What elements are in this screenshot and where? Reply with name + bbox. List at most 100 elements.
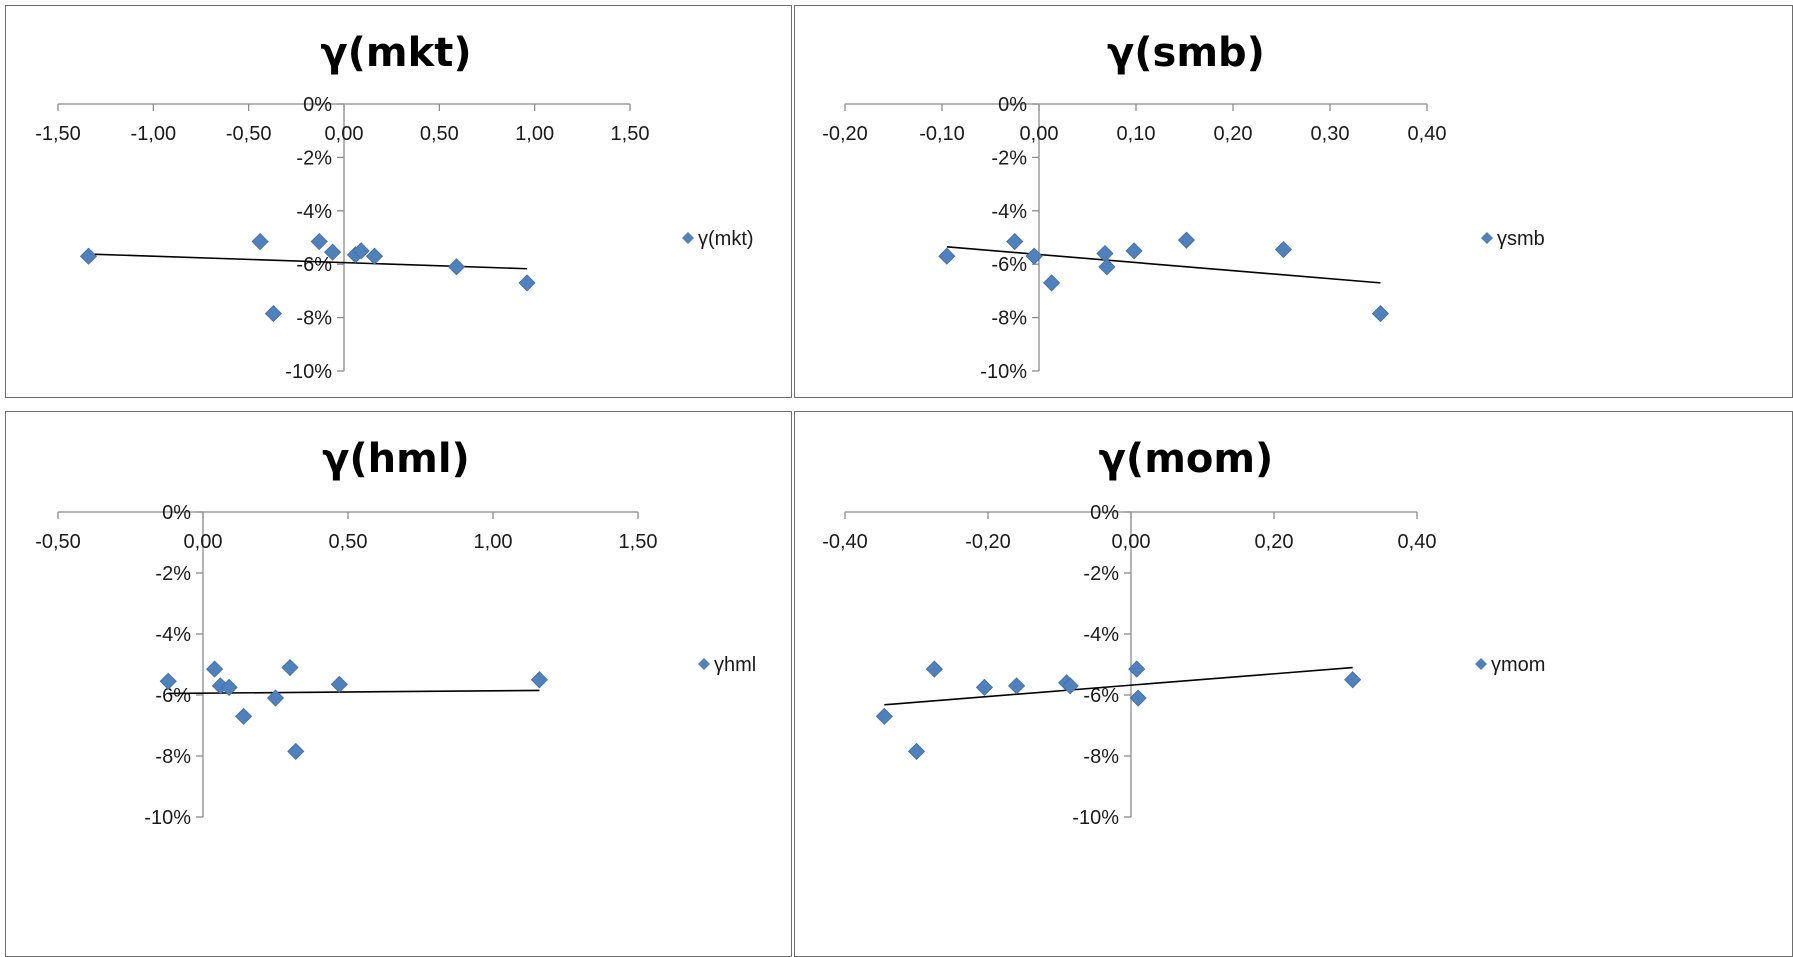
data-point xyxy=(159,672,177,690)
data-point xyxy=(1025,247,1043,265)
data-point xyxy=(447,258,466,276)
legend-marker xyxy=(1481,232,1493,244)
x-tick-label: 0,50 xyxy=(420,123,459,145)
chart-svg: γ(mom) -0,40 -0,20 0,00 0,20 0,40 0% -2% -4% -6% -… xyxy=(822,436,1545,829)
y-tick-label: -6% xyxy=(991,254,1027,276)
data-point xyxy=(220,678,238,696)
chart-title: γ(hml) xyxy=(322,436,470,482)
y-tick-label: -4% xyxy=(155,624,191,646)
data-point xyxy=(287,742,305,760)
y-tick-label: -2% xyxy=(296,147,332,169)
x-tick-label: 0,00 xyxy=(325,123,364,145)
y-tick-label: -10% xyxy=(1072,807,1119,829)
x-tick-label: 0,10 xyxy=(1117,123,1156,145)
data-point xyxy=(365,247,384,265)
chart-title: γ(mom) xyxy=(1099,436,1274,482)
data-point xyxy=(1061,677,1079,695)
x-tick-label: 1,50 xyxy=(619,531,658,553)
legend-marker xyxy=(698,658,710,670)
y-tick-label: -2% xyxy=(1083,563,1119,585)
data-point xyxy=(975,678,993,696)
y-tick-label: -4% xyxy=(991,201,1027,223)
data-point xyxy=(925,660,943,678)
x-tick-label: -0,50 xyxy=(226,123,272,145)
x-tick-label: 0,40 xyxy=(1408,123,1447,145)
x-tick-label: -0,20 xyxy=(965,531,1011,553)
y-tick-label: -6% xyxy=(155,685,191,707)
x-tick-label: -0,10 xyxy=(919,123,965,145)
x-tick-label: 0,50 xyxy=(329,531,368,553)
legend-marker xyxy=(1475,658,1487,670)
x-tick-label: 0,30 xyxy=(1311,123,1350,145)
data-point xyxy=(264,305,283,323)
x-tick-label: -0,50 xyxy=(35,531,81,553)
legend-label: γ(mkt) xyxy=(698,228,754,250)
data-point xyxy=(938,247,956,265)
x-tick-label: 0,40 xyxy=(1398,531,1437,553)
legend-label: γsmb xyxy=(1497,228,1545,250)
x-tick-label: -0,20 xyxy=(822,123,868,145)
y-tick-label: -2% xyxy=(991,147,1027,169)
data-point xyxy=(1043,274,1061,292)
x-tick-label: -1,50 xyxy=(35,123,81,145)
x-tick-label: -1,00 xyxy=(131,123,177,145)
data-point xyxy=(1128,660,1146,678)
x-tick-label: 0,00 xyxy=(1112,531,1151,553)
chart-svg: γ(hml) -0,50 0,00 0,50 1,00 1,50 0% -2% -4% -6% -8… xyxy=(35,436,756,829)
y-tick-label: -2% xyxy=(155,563,191,585)
data-point xyxy=(1344,671,1362,689)
chart-panel-mkt: γ(mkt) -1,50 -1,00 -0,50 0,00 0,50 1,00 1,50 0% -… xyxy=(5,5,792,398)
y-tick-label: -6% xyxy=(1083,685,1119,707)
data-point xyxy=(1129,689,1147,707)
y-tick-label: -8% xyxy=(991,308,1027,330)
y-tick-label: 0% xyxy=(162,502,191,524)
legend-marker xyxy=(682,232,694,244)
data-point xyxy=(1098,258,1116,276)
y-tick-label: -8% xyxy=(155,746,191,768)
y-tick-label: -8% xyxy=(1083,746,1119,768)
x-tick-label: 1,00 xyxy=(515,123,554,145)
y-tick-label: -10% xyxy=(285,361,332,383)
data-point xyxy=(875,707,893,725)
trendline xyxy=(884,666,1353,706)
data-point xyxy=(330,675,348,693)
data-point xyxy=(323,243,342,261)
y-tick-label: 0% xyxy=(998,94,1027,116)
data-point xyxy=(352,242,370,260)
trendline xyxy=(946,246,1381,284)
chart-title: γ(smb) xyxy=(1107,30,1265,76)
x-tick-label: 0,20 xyxy=(1255,531,1294,553)
legend-label: γhml xyxy=(714,654,756,676)
chart-title: γ(mkt) xyxy=(320,30,471,76)
data-point xyxy=(1125,242,1143,260)
data-point xyxy=(1177,231,1196,249)
y-tick-label: -8% xyxy=(296,308,332,330)
chart-panel-smb: γ(smb) -0,20 -0,10 0,00 0,10 0,20 0,30 0,40 0% -2… xyxy=(794,5,1793,398)
data-point xyxy=(1006,232,1024,251)
data-point xyxy=(907,742,926,760)
data-point xyxy=(1008,677,1026,695)
data-point xyxy=(79,247,98,265)
data-point xyxy=(518,274,536,292)
data-point xyxy=(206,660,224,678)
y-tick-label: 0% xyxy=(303,94,332,116)
y-tick-label: -6% xyxy=(296,254,332,276)
x-tick-label: 1,00 xyxy=(474,531,513,553)
data-point xyxy=(235,707,253,725)
y-tick-label: 0% xyxy=(1090,502,1119,524)
data-point xyxy=(530,671,548,689)
data-point xyxy=(266,689,285,707)
chart-svg: γ(mkt) -1,50 -1,00 -0,50 0,00 0,50 1,00 1,50 0% -… xyxy=(35,30,754,383)
x-tick-label: 0,00 xyxy=(184,531,223,553)
y-tick-label: -10% xyxy=(980,361,1027,383)
data-point xyxy=(281,658,299,677)
data-point xyxy=(1274,240,1293,259)
x-tick-label: -0,40 xyxy=(822,531,868,553)
x-tick-label: 0,00 xyxy=(1020,123,1059,145)
x-tick-label: 1,50 xyxy=(611,123,650,145)
data-point xyxy=(1371,305,1390,323)
chart-panel-mom: γ(mom) -0,40 -0,20 0,00 0,20 0,40 0% -2% -4% -6% -… xyxy=(794,411,1793,957)
data-point xyxy=(310,232,328,251)
data-point xyxy=(251,232,269,251)
y-tick-label: -4% xyxy=(1083,624,1119,646)
